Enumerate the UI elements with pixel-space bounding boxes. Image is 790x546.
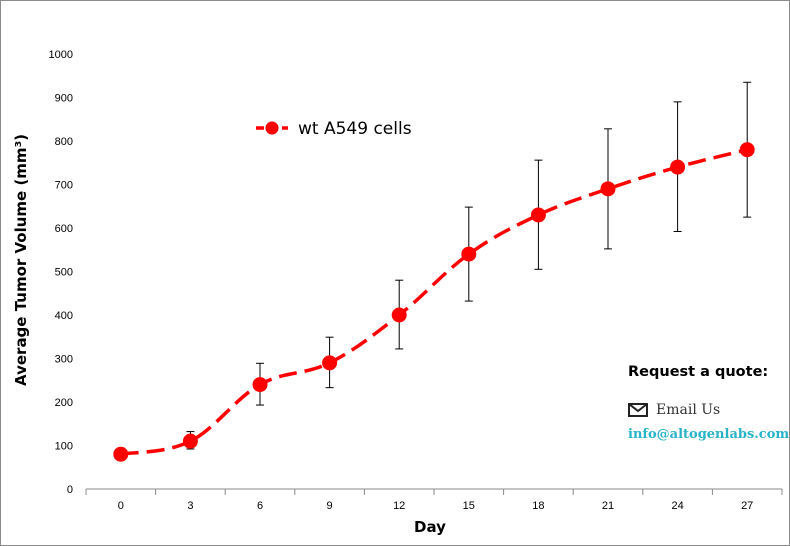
request-quote-title: Request a quote:	[628, 364, 769, 380]
data-point	[600, 181, 616, 197]
legend-marker	[265, 121, 279, 135]
legend-label: wt A549 cells	[298, 119, 412, 139]
x-tick-label: 27	[741, 500, 753, 512]
data-point	[530, 207, 546, 223]
x-axis-title: Day	[414, 518, 446, 536]
data-point	[252, 377, 268, 393]
y-tick-label: 100	[55, 441, 73, 453]
series-line	[120, 148, 748, 456]
y-axis-ticks: 0 100 200 300 400 500 600 700 800 900 1000	[49, 49, 73, 496]
x-tick-label: 3	[187, 500, 193, 512]
request-quote-panel: Request a quote: Email Us info@altogenla…	[626, 364, 790, 454]
y-tick-label: 600	[55, 223, 73, 235]
data-point	[113, 446, 129, 462]
legend: wt A549 cells	[256, 119, 412, 139]
y-tick-label: 300	[55, 354, 73, 366]
x-tick-label: 15	[463, 500, 475, 512]
y-axis-title: Average Tumor Volume (mm³)	[12, 134, 30, 386]
x-tick-label: 21	[602, 500, 614, 512]
data-points	[113, 142, 755, 462]
y-tick-label: 900	[55, 93, 73, 105]
x-tick-label: 12	[393, 500, 405, 512]
envelope-icon	[628, 403, 648, 417]
x-tick-label: 9	[327, 500, 333, 512]
y-tick-label: 800	[55, 136, 73, 148]
y-tick-label: 1000	[49, 49, 73, 61]
data-point	[670, 159, 686, 175]
email-address-link[interactable]: info@altogenlabs.com	[628, 427, 790, 442]
x-tick-label: 0	[118, 500, 124, 512]
y-tick-label: 500	[55, 267, 73, 279]
data-point	[182, 433, 198, 449]
data-point	[391, 307, 407, 323]
y-tick-label: 700	[55, 180, 73, 192]
data-point	[739, 142, 755, 158]
y-tick-label: 0	[67, 484, 73, 496]
y-tick-label: 200	[55, 397, 73, 409]
email-us-label: Email Us	[656, 402, 721, 418]
x-axis-ticks: 0 3 6 9 12 15 18 21 24 27	[85, 489, 783, 512]
data-point	[461, 246, 477, 262]
x-tick-label: 24	[671, 500, 683, 512]
email-us-link[interactable]: Email Us	[628, 402, 720, 418]
data-point	[322, 355, 338, 371]
x-tick-label: 18	[532, 500, 544, 512]
x-tick-label: 6	[257, 500, 263, 512]
y-tick-label: 400	[55, 310, 73, 322]
